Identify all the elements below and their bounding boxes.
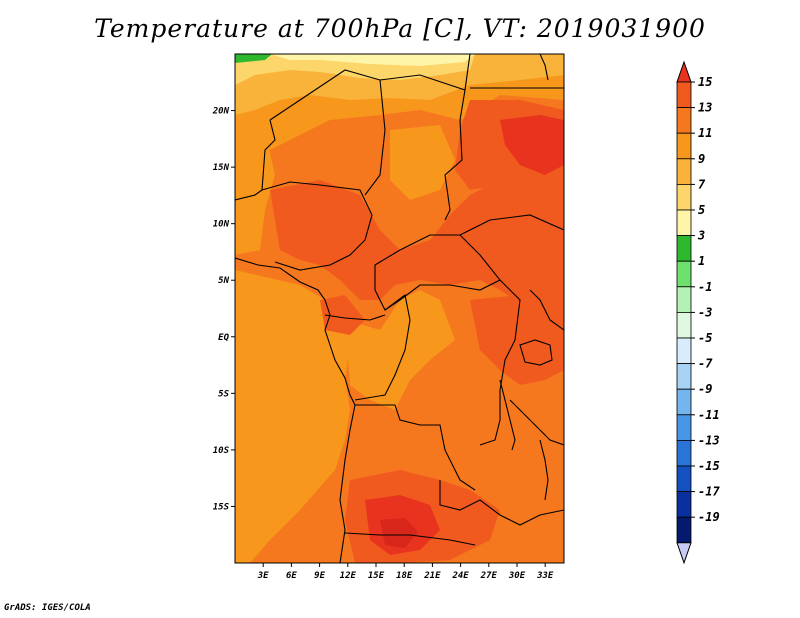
colorbar-band xyxy=(676,286,692,313)
grads-credit: GrADS: IGES/COLA xyxy=(4,603,91,613)
colorbar-band xyxy=(676,158,692,185)
colorbar-band xyxy=(676,107,692,134)
colorbar-band xyxy=(676,516,692,544)
colorbar-level-label: 3 xyxy=(697,229,705,243)
colorbar-level-label: -13 xyxy=(698,433,720,447)
colorbar-band xyxy=(676,132,692,160)
colorbar-level-label: -5 xyxy=(698,331,712,345)
colorbar-level-label: 7 xyxy=(698,177,706,191)
country-borders xyxy=(235,54,564,563)
border-congo-drc xyxy=(354,294,411,401)
colorbar-level-label: 5 xyxy=(698,203,705,217)
temperature-field xyxy=(235,54,564,563)
colorbar-level-label: 9 xyxy=(698,152,705,166)
colorbar-band xyxy=(676,337,692,365)
border-south-sudan xyxy=(459,214,564,236)
lon-tick-label: 3E xyxy=(257,571,269,581)
border-coast-west xyxy=(235,257,356,563)
colorbar-band xyxy=(676,183,692,211)
border-chad-sudan xyxy=(444,89,466,221)
map-frame xyxy=(234,53,565,564)
lon-tick-label: 12E xyxy=(340,571,357,581)
colorbar: 15 13 11 9 7 5 3 1 -1 -3 -5 -7 -9 -11 -13 -15 -17 -19 xyxy=(676,60,720,565)
colorbar-level-label: 15 xyxy=(698,75,712,89)
lat-tick-label: 20N xyxy=(212,107,230,117)
border-drc-east xyxy=(479,279,521,446)
lat-tick-label: 10S xyxy=(213,446,230,456)
border-kenya-uganda xyxy=(529,289,564,331)
field-angola-hotter xyxy=(380,518,418,548)
colorbar-band xyxy=(676,209,692,237)
lat-tick-label: 5N xyxy=(218,276,229,286)
border-nigeria xyxy=(261,181,373,271)
colorbar-band xyxy=(676,311,692,339)
border-niger-chad xyxy=(379,54,471,91)
colorbar-band xyxy=(676,235,692,262)
lon-tick-label: 27E xyxy=(480,571,498,581)
colorbar-band xyxy=(676,491,692,518)
border-angola-zambia xyxy=(439,480,564,526)
colorbar-band xyxy=(676,465,692,493)
lon-tick-label: 30E xyxy=(508,571,526,581)
colorbar-top-arrow xyxy=(676,60,692,83)
lat-tick-label: 10N xyxy=(213,220,230,230)
border-angola-namibia xyxy=(344,532,476,546)
field-sahel-warm xyxy=(270,180,564,310)
colorbar-level-label: -19 xyxy=(698,510,720,524)
colorbar-level-label: -11 xyxy=(698,408,720,422)
colorbar-level-label: -7 xyxy=(698,357,713,371)
colorbar-band xyxy=(676,363,692,390)
colorbar-bottom-arrow xyxy=(676,542,692,565)
border-drc-angola xyxy=(355,404,476,491)
longitude-axis: 3E 6E 9E 12E 15E 18E 21E 24E 27E 30E 33E xyxy=(257,563,554,581)
lake-victoria xyxy=(519,339,553,366)
lake-tanganyika xyxy=(499,379,516,451)
colorbar-level-label: -17 xyxy=(698,485,720,499)
field-cameroon-warm xyxy=(320,295,365,335)
colorbar-level-label: -1 xyxy=(698,280,712,294)
red-sea-coast xyxy=(539,54,549,81)
map-title: Temperature at 700hPa [C], VT: 201903190… xyxy=(94,14,706,43)
colorbar-level-label: 1 xyxy=(698,254,705,268)
colorbar-band xyxy=(676,260,692,288)
latitude-axis: 20N 15N 10N 5N EQ 5S 10S 15S xyxy=(212,107,235,512)
colorbar-band xyxy=(676,439,692,467)
lon-tick-label: 6E xyxy=(286,571,297,581)
field-north-band-3 xyxy=(270,54,475,66)
field-sudan-hot xyxy=(500,115,564,175)
lon-tick-label: 15E xyxy=(368,571,385,581)
colorbar-band xyxy=(676,388,692,416)
lon-tick-label: 24E xyxy=(451,571,469,581)
colorbar-level-label: -3 xyxy=(698,305,712,319)
border-gabon xyxy=(324,314,386,321)
field-chad-light xyxy=(390,125,455,200)
lat-tick-label: 5S xyxy=(218,389,229,399)
lat-tick-label: 15S xyxy=(213,502,230,512)
lake-malawi xyxy=(539,439,549,501)
field-north-green xyxy=(235,54,272,63)
field-congo-band xyxy=(345,290,455,410)
lon-tick-label: 9E xyxy=(314,571,325,581)
lat-tick-label: 15N xyxy=(213,163,230,173)
lat-tick-label: EQ xyxy=(218,333,229,343)
colorbar-band xyxy=(676,414,692,441)
border-tanzania xyxy=(509,399,564,446)
colorbar-band xyxy=(676,81,692,109)
colorbar-level-label: -9 xyxy=(698,382,712,396)
colorbar-level-label: 13 xyxy=(698,101,712,115)
border-west-africa xyxy=(235,119,276,201)
field-east-warm xyxy=(470,290,564,385)
lon-tick-label: 18E xyxy=(396,571,413,581)
lon-tick-label: 33E xyxy=(536,571,554,581)
colorbar-level-label: -15 xyxy=(698,459,720,473)
field-west-band xyxy=(235,270,350,563)
lon-tick-label: 21E xyxy=(423,571,441,581)
colorbar-level-label: 11 xyxy=(698,126,712,140)
